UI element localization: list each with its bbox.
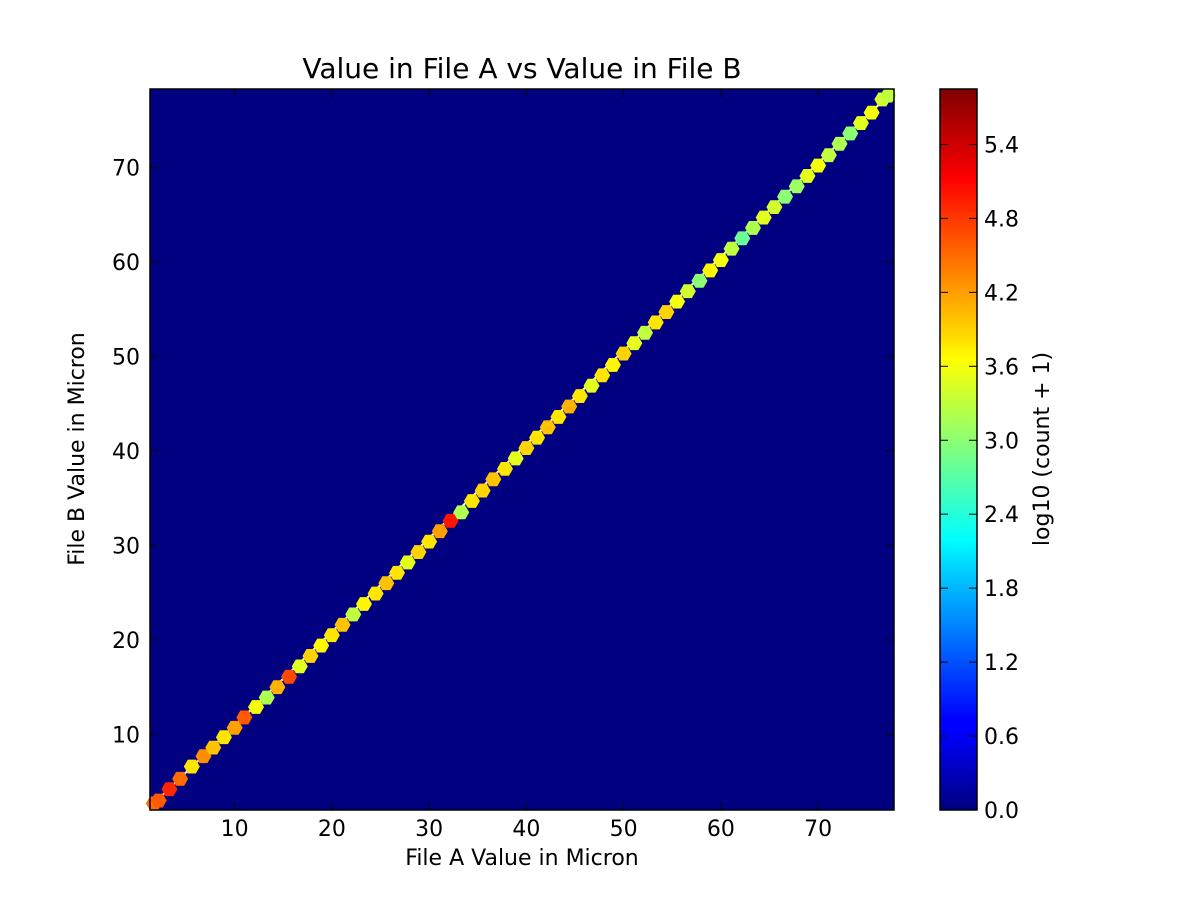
- colorbar-tick-label: 0.6: [984, 725, 1019, 750]
- hexbin-cell: [594, 368, 611, 383]
- hexbin-cell: [626, 336, 643, 351]
- colorbar-tick-label: 3.0: [984, 429, 1019, 454]
- hexbin-cell: [571, 389, 588, 404]
- hexbin-cell: [463, 494, 480, 508]
- hexbin-cell: [561, 399, 578, 414]
- colorbar-tick-label: 3.6: [984, 355, 1019, 380]
- hexbin-cell: [734, 231, 751, 246]
- hexbin-cell: [269, 680, 286, 695]
- hexbin-cell: [777, 189, 794, 204]
- hexbin-cell: [810, 158, 827, 173]
- hexbin-cell: [723, 241, 740, 256]
- x-axis-label: File A Value in Micron: [405, 846, 638, 871]
- hexbin-cell: [788, 179, 805, 194]
- x-tick-label: 50: [610, 817, 638, 842]
- hexbin-cell: [583, 378, 600, 393]
- hexbin-cell: [389, 565, 406, 580]
- x-tick-label: 70: [804, 817, 832, 842]
- hexbin-cell: [712, 253, 729, 267]
- y-tick-label: 50: [112, 345, 140, 370]
- hexbin-cell: [529, 430, 546, 445]
- hexbin-cell: [195, 749, 212, 764]
- y-tick-label: 70: [112, 156, 140, 181]
- hexbin-cell: [355, 597, 372, 611]
- hexbin-cell: [431, 524, 448, 539]
- hexbin-cell: [183, 759, 200, 774]
- y-tick-label: 20: [112, 629, 140, 654]
- hexbin-cell: [691, 273, 708, 288]
- hexbin-cell: [334, 617, 351, 632]
- hexbin-cell: [831, 136, 848, 151]
- hexbin-cell: [615, 346, 632, 361]
- plot-frame: [149, 88, 895, 811]
- hexbin-cell: [507, 451, 524, 466]
- hexbin-cell: [842, 126, 859, 141]
- x-tick-label: 30: [415, 817, 443, 842]
- hexbin-cell: [226, 720, 243, 735]
- colorbar-label: log10 (count + 1): [1030, 352, 1055, 546]
- y-axis-label: File B Value in Micron: [65, 332, 90, 566]
- hexbin-cell: [744, 220, 761, 235]
- x-tick-label: 60: [707, 817, 735, 842]
- hexbin-cell: [205, 740, 222, 755]
- hexbin-cell: [799, 169, 816, 183]
- colorbar-tick-label: 1.2: [984, 651, 1019, 676]
- hexbin-cell: [150, 793, 167, 808]
- colorbar-tick-label: 4.8: [984, 207, 1019, 232]
- hexbin-cell: [161, 782, 178, 797]
- colorbar: [939, 88, 978, 811]
- hexbin-cell: [637, 325, 654, 340]
- hexbin-cell: [679, 284, 696, 299]
- hexbin-cell: [669, 294, 686, 309]
- hexbin-cell: [766, 200, 783, 215]
- hexbin-cell: [345, 607, 362, 622]
- hexbin-cell: [550, 409, 567, 424]
- hexbin-cell: [281, 669, 298, 684]
- y-tick-label: 10: [112, 723, 140, 748]
- y-tick-label: 40: [112, 440, 140, 465]
- colorbar-tick-label: 0.0: [984, 799, 1019, 824]
- hexbin-cell: [647, 315, 664, 330]
- hexbin-cell: [399, 555, 416, 570]
- colorbar-tick-label: 1.8: [984, 577, 1019, 602]
- hexbin-cell: [236, 710, 253, 725]
- hexbin-cell: [518, 441, 535, 456]
- x-tick-label: 40: [512, 817, 540, 842]
- hexbin-cell: [702, 263, 719, 278]
- hexbin-cell: [604, 358, 621, 372]
- hexbin-cell: [880, 88, 897, 103]
- hexbin-cell: [313, 638, 330, 653]
- x-tick-label: 20: [318, 817, 346, 842]
- hexbin-cell: [258, 690, 275, 705]
- hexbin-cell: [410, 545, 427, 559]
- x-tick-label: 10: [221, 817, 249, 842]
- hexbin-cell: [323, 628, 340, 643]
- hexbin-cell: [367, 586, 384, 601]
- hexbin-cell: [820, 148, 837, 163]
- hexbin-cell: [421, 534, 438, 549]
- hexbin-cell: [539, 420, 556, 435]
- colorbar-tick-label: 4.2: [984, 281, 1019, 306]
- hexbin-cell: [474, 483, 491, 498]
- hexbin-cell: [442, 513, 459, 528]
- hexbin-cell: [485, 472, 502, 487]
- hexbin-cell: [496, 461, 513, 476]
- hexbin-cell: [215, 730, 232, 745]
- colorbar-tick-label: 5.4: [984, 133, 1019, 158]
- hexbin-cell: [248, 700, 265, 714]
- colorbar-tick-label: 2.4: [984, 503, 1019, 528]
- hexbin-cell: [172, 771, 189, 786]
- y-tick-label: 60: [112, 251, 140, 276]
- hexbin-cell: [302, 649, 319, 663]
- y-tick-label: 30: [112, 534, 140, 559]
- chart-title: Value in File A vs Value in File B: [302, 52, 741, 85]
- hexbin-cell: [755, 210, 772, 225]
- hexbin-cell: [453, 505, 470, 520]
- hexbin-cell: [852, 116, 869, 130]
- hexbin-cell: [863, 105, 880, 120]
- hexbin-cell: [378, 576, 395, 591]
- hexbin-cell: [291, 659, 308, 674]
- hexbin-cell: [658, 305, 675, 319]
